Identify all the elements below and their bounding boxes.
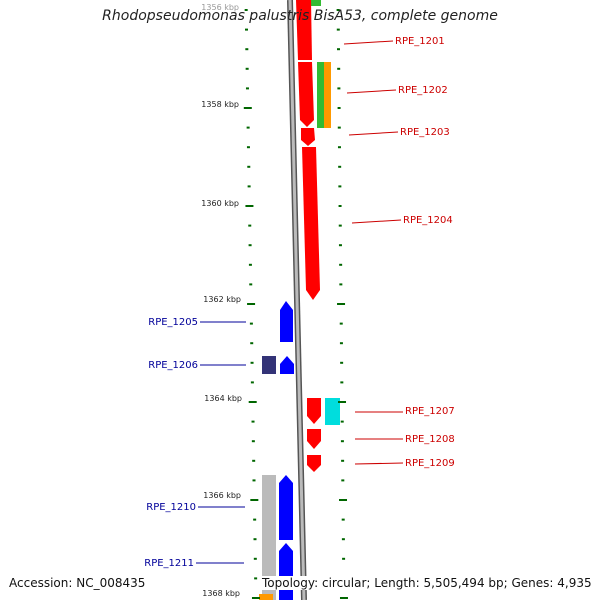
gene-RPE_1201-arrow[interactable] <box>296 0 312 60</box>
genome-summary-text: Topology: circular; Length: 5,505,494 bp… <box>262 576 592 590</box>
accession-text: Accession: NC_008435 <box>9 576 146 590</box>
gene-RPE_1210-arrow[interactable] <box>279 475 293 540</box>
genome-backbone <box>288 0 306 600</box>
cyan-feature <box>325 398 340 425</box>
leader-line <box>351 219 402 224</box>
gray-feature <box>262 475 276 600</box>
gene-RPE_1204-arrow[interactable] <box>302 147 320 300</box>
gene-label-RPE_1203[interactable]: RPE_1203 <box>400 127 450 138</box>
gene-label-RPE_1209[interactable]: RPE_1209 <box>405 458 455 469</box>
scale-label: 1362 kbp <box>203 295 241 304</box>
right-tick-marks <box>336 9 348 599</box>
gene-RPE_1206-arrow[interactable] <box>280 356 294 374</box>
left-tick-marks <box>243 9 260 599</box>
forward-gene-leaders <box>343 40 404 465</box>
scale-labels: 1356 kbp 1358 kbp 1360 kbp 1362 kbp 1364… <box>201 3 242 598</box>
leader-line <box>348 131 399 136</box>
gc-bar-orange <box>324 62 331 128</box>
scale-label: 1356 kbp <box>201 3 239 12</box>
leader-line <box>343 40 394 45</box>
gene-label-RPE_1205[interactable]: RPE_1205 <box>148 317 198 328</box>
reverse-gene-labels: RPE_1205 RPE_1206 RPE_1210 RPE_1211 <box>144 317 198 569</box>
reverse-gene-leaders <box>196 321 246 564</box>
leader-line <box>354 462 404 465</box>
gene-label-RPE_1202[interactable]: RPE_1202 <box>398 85 448 96</box>
gene-RPE_1211-arrow[interactable] <box>279 543 293 600</box>
gc-bar <box>311 0 321 6</box>
scale-label: 1358 kbp <box>201 100 239 109</box>
gene-label-RPE_1208[interactable]: RPE_1208 <box>405 434 455 445</box>
gene-RPE_1202-arrow[interactable] <box>298 62 314 127</box>
gene-label-RPE_1206[interactable]: RPE_1206 <box>148 360 198 371</box>
orange-feature <box>259 594 273 600</box>
purple-feature <box>262 356 276 374</box>
gene-label-RPE_1201[interactable]: RPE_1201 <box>395 36 445 47</box>
gene-RPE_1203-arrow[interactable] <box>301 128 315 146</box>
map-title: Rhodopseudomonas palustris BisA53, compl… <box>102 8 498 24</box>
gene-RPE_1208-arrow[interactable] <box>307 429 321 449</box>
gc-bar-green <box>317 62 324 128</box>
scale-label: 1360 kbp <box>201 199 239 208</box>
gene-RPE_1205-arrow[interactable] <box>280 301 293 342</box>
gene-label-RPE_1211[interactable]: RPE_1211 <box>144 558 194 569</box>
gene-RPE_1207-arrow[interactable] <box>307 398 321 424</box>
scale-label: 1368 kbp <box>202 589 240 598</box>
scale-label: 1364 kbp <box>204 394 242 403</box>
gene-RPE_1209-arrow[interactable] <box>307 455 321 472</box>
gene-label-RPE_1210[interactable]: RPE_1210 <box>146 502 196 513</box>
forward-gene-labels: RPE_1201 RPE_1202 RPE_1203 RPE_1204 RPE_… <box>395 36 455 469</box>
leader-line <box>346 89 397 94</box>
gene-label-RPE_1204[interactable]: RPE_1204 <box>403 215 453 226</box>
gene-label-RPE_1207[interactable]: RPE_1207 <box>405 406 455 417</box>
scale-label: 1366 kbp <box>203 491 241 500</box>
